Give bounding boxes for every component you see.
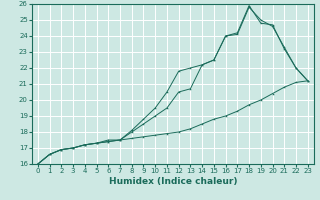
- X-axis label: Humidex (Indice chaleur): Humidex (Indice chaleur): [108, 177, 237, 186]
